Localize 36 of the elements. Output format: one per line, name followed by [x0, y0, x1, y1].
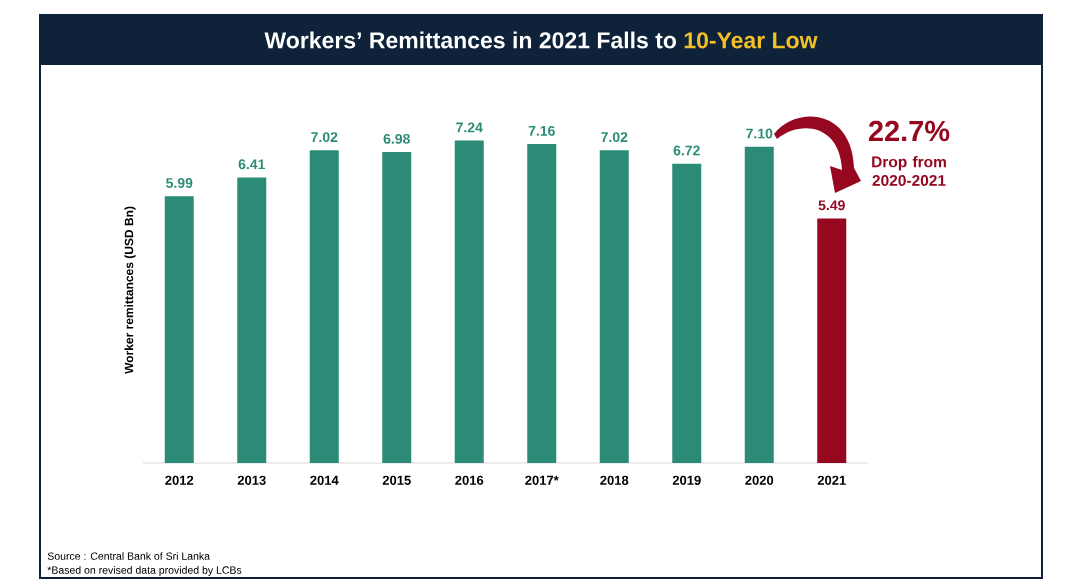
- data-label: 5.49: [818, 200, 845, 211]
- bar: [599, 150, 629, 463]
- bar: [382, 152, 412, 463]
- data-label: 7.10: [746, 128, 773, 139]
- bar: [454, 140, 484, 463]
- y-axis-title: Worker remittances (USD Bn): [124, 206, 136, 374]
- text: *Based on revised data provided by LCBs: [47, 566, 242, 576]
- data-label: 6.72: [673, 145, 700, 156]
- text: Drop from 2020-2021: [872, 156, 946, 186]
- data-label: 5.99: [166, 178, 193, 188]
- bar: [817, 218, 847, 463]
- data-label: 7.02: [601, 132, 628, 143]
- data-label: 6.41: [238, 159, 265, 170]
- x-tick-label: 2012: [165, 475, 194, 485]
- source-note: Source : Central Bank of Sri Lanka: [47, 552, 210, 560]
- x-tick-label: 2020: [745, 475, 774, 485]
- text: 22.7%: [868, 120, 950, 142]
- x-tick-label: 2014: [310, 475, 339, 485]
- bar: [527, 144, 557, 463]
- x-tick-label: 2017*: [525, 475, 559, 485]
- x-tick-label: 2016: [455, 475, 484, 485]
- bar: [237, 177, 267, 463]
- bar: [164, 196, 194, 463]
- x-tick-label: 2021: [817, 475, 846, 485]
- x-tick-label: 2019: [672, 475, 701, 485]
- bar: [744, 146, 774, 463]
- data-label: 6.98: [383, 133, 410, 144]
- bar: [672, 163, 702, 463]
- bar: [309, 150, 339, 463]
- chart-title: Workers’ Remittances in 2021 Falls to 10-Year Low: [264, 31, 818, 49]
- data-label: 7.24: [456, 122, 483, 133]
- data-label: 7.16: [528, 125, 555, 136]
- data-label: 7.02: [311, 132, 338, 143]
- x-tick-label: 2018: [600, 475, 629, 485]
- x-tick-label: 2015: [382, 475, 411, 485]
- x-tick-label: 2013: [237, 475, 266, 485]
